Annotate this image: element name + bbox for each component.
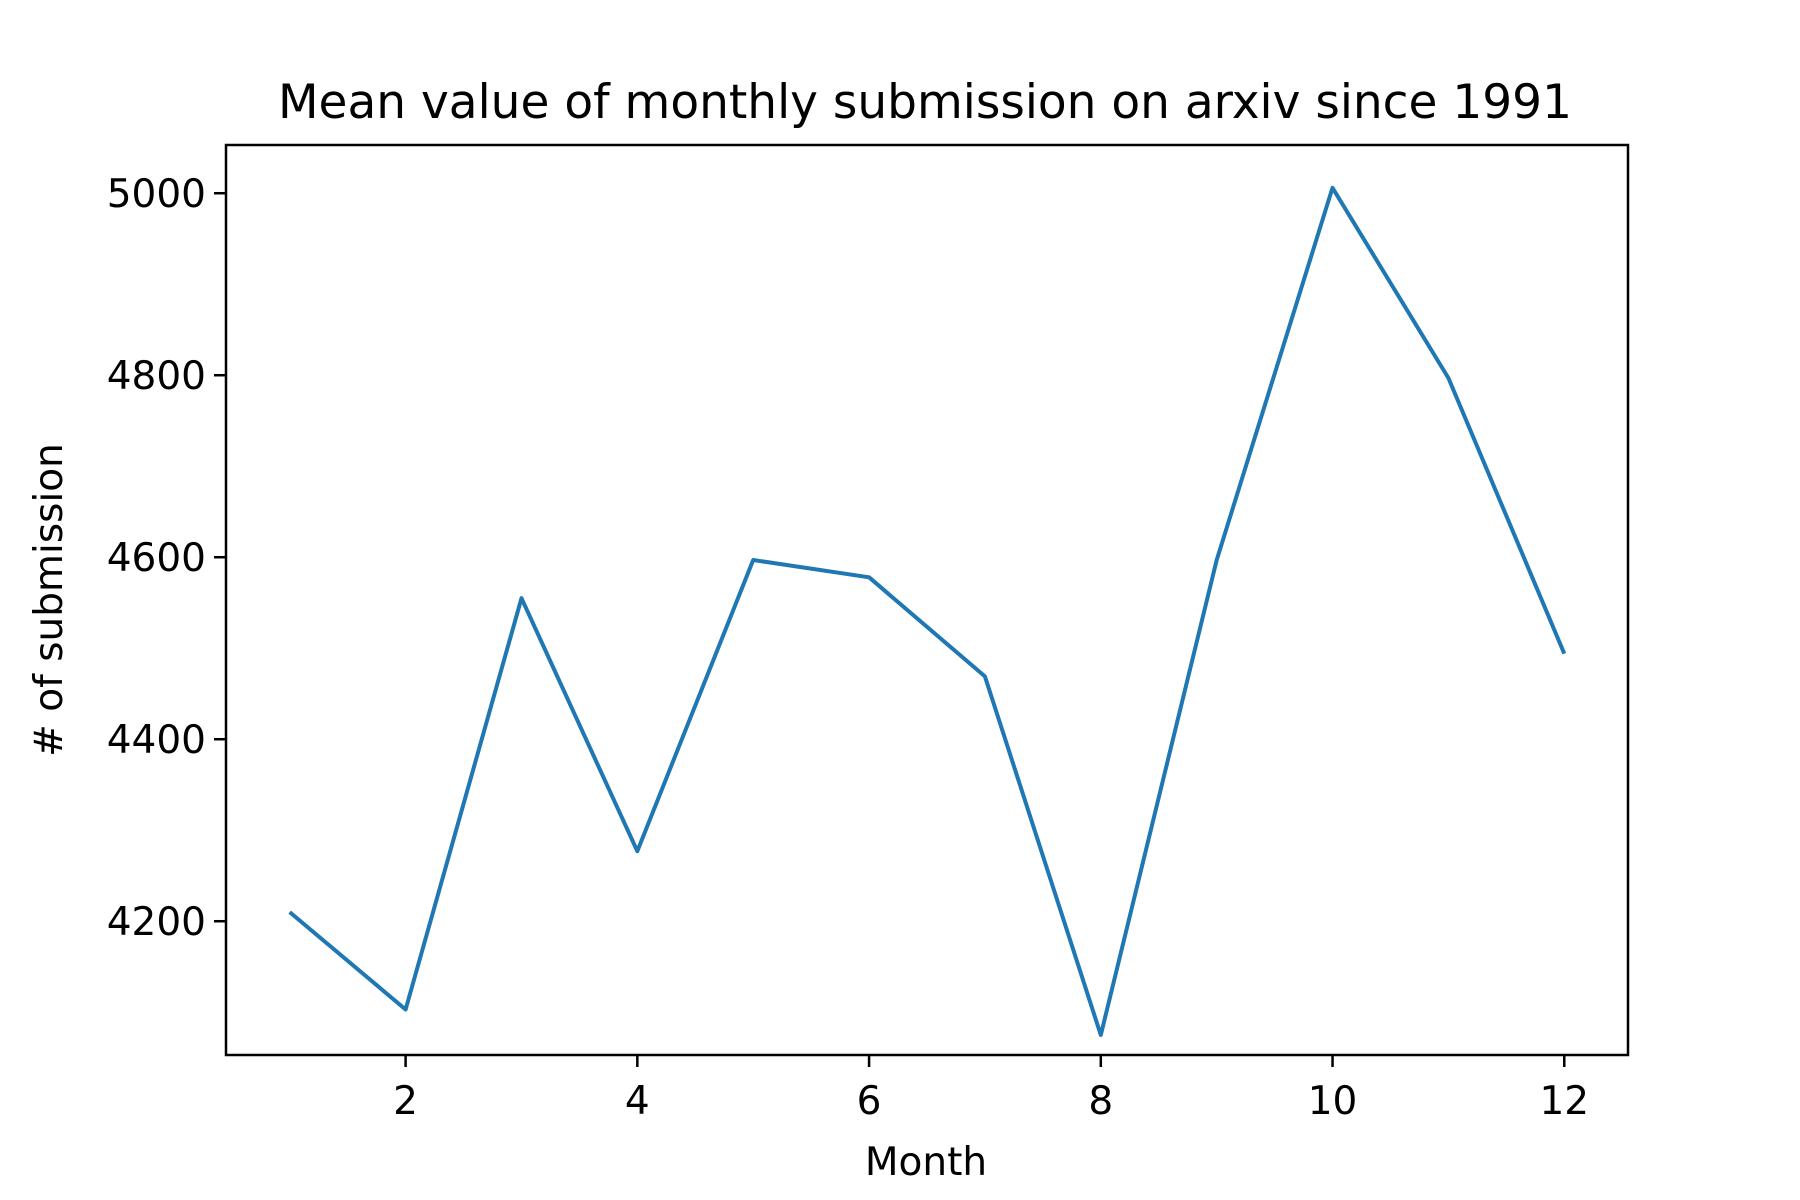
y-tick-label: 4400 [107, 718, 206, 763]
x-tick-label: 10 [1308, 1079, 1358, 1124]
y-axis: 4200 4400 4600 4800 5000 [107, 172, 226, 945]
y-tick-label: 4600 [107, 536, 206, 581]
y-tick-label: 4200 [107, 900, 206, 945]
y-axis-label: # of submission [27, 443, 72, 757]
x-axis: 2 4 6 8 10 12 [393, 1055, 1589, 1124]
x-tick-label: 8 [1088, 1079, 1113, 1124]
x-tick-label: 2 [393, 1079, 418, 1124]
x-tick-label: 6 [857, 1079, 882, 1124]
series-line [288, 185, 1567, 1037]
x-tick-label: 4 [625, 1079, 650, 1124]
x-axis-label: Month [865, 1140, 987, 1185]
x-tick-label: 12 [1539, 1079, 1589, 1124]
chart-title: Mean value of monthly submission on arxi… [278, 75, 1572, 130]
plot-frame [224, 143, 1630, 1057]
y-tick-label: 4800 [107, 354, 206, 399]
y-tick-label: 5000 [107, 172, 206, 217]
